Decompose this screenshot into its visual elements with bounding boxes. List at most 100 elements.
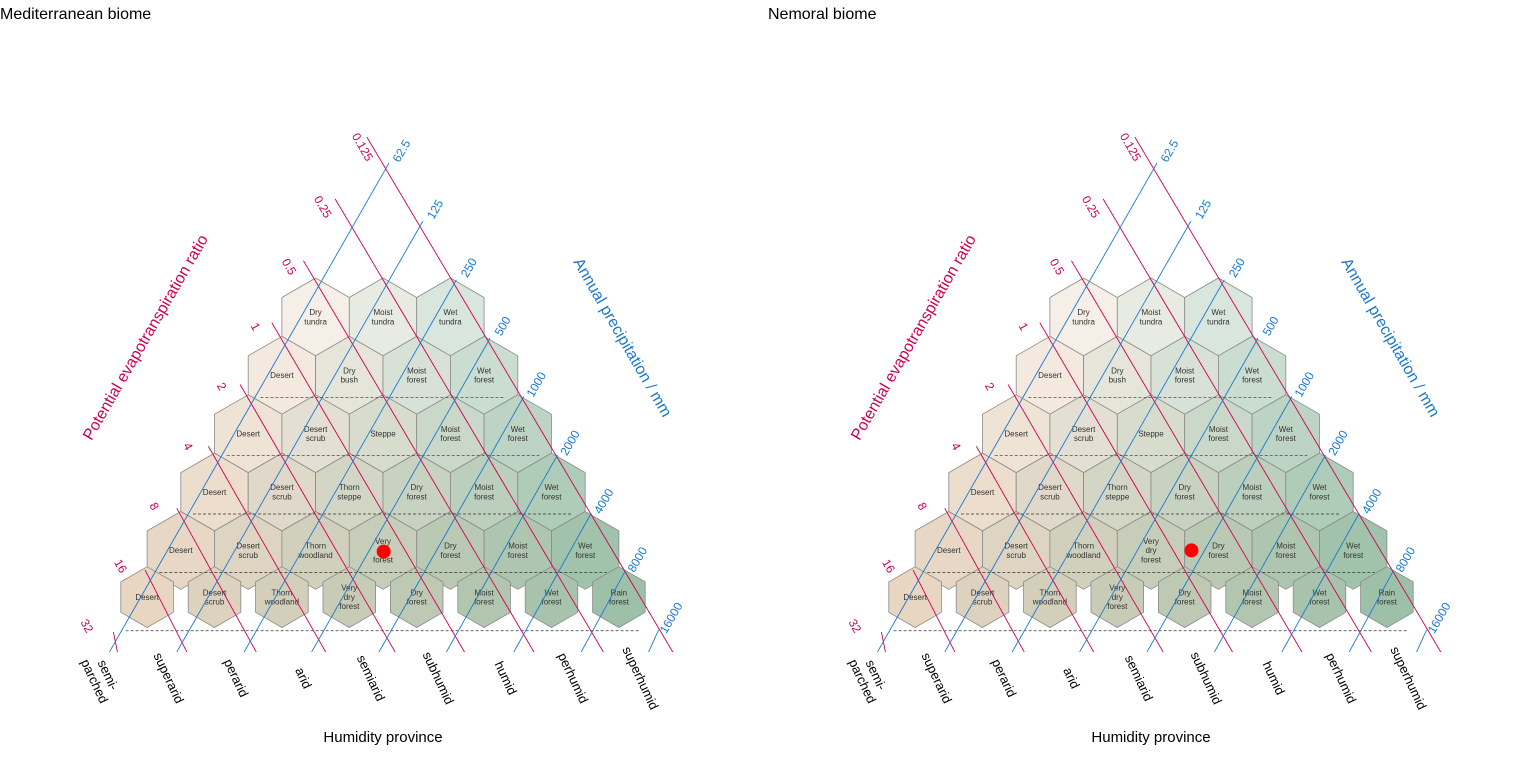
life-zone-label: Thorn woodland <box>1032 588 1067 606</box>
life-zone-label: Desert <box>937 546 961 555</box>
pet-tick-label: 0.5 <box>279 256 300 278</box>
precipitation-tick-label: 4000 <box>591 486 617 516</box>
life-zone-label: Desert <box>1004 429 1028 438</box>
life-zone-label: Desert <box>903 593 927 602</box>
precipitation-tick-label: 1000 <box>524 369 550 399</box>
life-zone-label: Moist forest <box>1208 425 1229 443</box>
pet-tick-label: 0.125 <box>1117 130 1144 163</box>
life-zone: Wet forest <box>524 566 579 628</box>
life-zone: Dry forest <box>389 566 444 628</box>
life-zone: Thorn woodland <box>1023 566 1077 628</box>
precipitation-tick-label: 250 <box>1226 255 1248 280</box>
site-point <box>1184 543 1199 558</box>
precipitation-tick-label: 125 <box>1192 197 1214 222</box>
pet-ratio-line <box>366 136 674 653</box>
pet-ratio-line <box>176 507 257 653</box>
gridlines <box>877 136 1442 653</box>
life-zone-label: Wet forest <box>1309 588 1330 606</box>
life-zone-label: Thorn woodland <box>264 588 299 606</box>
life-zone-label: Thorn steppe <box>1105 483 1130 501</box>
precipitation-tick-label: 16000 <box>1425 600 1454 636</box>
life-zone-label: Wet forest <box>541 588 562 606</box>
precipitation-tick-label: 2000 <box>1325 428 1351 458</box>
precipitation-line <box>580 571 626 653</box>
life-zone: Desert scrub <box>955 566 1010 628</box>
life-zone: Wet forest <box>517 452 586 532</box>
life-zone-label: Wet forest <box>1242 366 1263 384</box>
precipitation-axis-title: Annual precipitation / mm <box>569 255 674 420</box>
pet-ratio-line <box>944 507 1025 653</box>
humidity-province-label: arid <box>1060 665 1083 691</box>
pet-tick-label: 32 <box>77 617 96 636</box>
life-zone-label: Desert scrub <box>1004 542 1028 560</box>
gridlines <box>109 136 674 653</box>
holdridge-diagram: Dry tundra Moist tundra Wet tundra Desert Dry bu… <box>845 130 1454 746</box>
life-zone: Desert <box>888 566 942 628</box>
precipitation-tick-label: 500 <box>1260 314 1282 339</box>
humidity-axis-title: Humidity province <box>1091 729 1210 746</box>
precipitation-line <box>1281 513 1360 653</box>
life-zone-label: Dry forest <box>407 483 428 501</box>
life-zone-label: Moist forest <box>440 425 461 443</box>
life-zone-label: Wet tundra <box>439 308 462 326</box>
life-zone-label: Moist forest <box>1276 542 1297 560</box>
humidity-province-label: superarid <box>919 650 956 705</box>
precipitation-tick-label: 8000 <box>625 544 651 574</box>
life-zone-label: Desert scrub <box>203 588 227 606</box>
precipitation-line <box>1416 629 1428 653</box>
pet-ratio-line <box>208 446 327 653</box>
precipitation-axis-title: Annual precipitation / mm <box>1337 255 1442 420</box>
pet-ratio-line <box>1134 136 1442 653</box>
life-zone-label: Wet tundra <box>1207 308 1230 326</box>
life-zone: Rain forest <box>1360 566 1414 628</box>
pet-tick-label: 0.25 <box>1079 193 1103 221</box>
humidity-province-label: superhumid <box>1387 644 1429 712</box>
pet-ratio-line <box>1039 322 1233 653</box>
life-zone-label: Dry forest <box>1175 588 1196 606</box>
precipitation-line <box>944 221 1192 653</box>
humidity-province-label: humid <box>491 659 520 697</box>
life-zone-label: Desert <box>1038 371 1062 380</box>
humidity-axis-title: Humidity province <box>323 729 442 746</box>
pet-axis-title: Potential evapotranspiration ratio <box>848 232 980 443</box>
pet-tick-label: 0.125 <box>349 130 376 163</box>
precipitation-line <box>513 513 592 653</box>
life-zone-label: Desert <box>203 488 227 497</box>
pet-ratio-line <box>912 569 956 653</box>
pet-tick-label: 8 <box>915 500 931 513</box>
precipitation-line <box>1079 337 1259 653</box>
life-zone-label: Desert <box>169 546 193 555</box>
precipitation-line <box>1146 396 1293 653</box>
life-zone-label: Rain forest <box>1377 588 1398 606</box>
life-zone-label: Moist forest <box>1242 483 1263 501</box>
panel-nemoral: Nemoral biome Dry tundra Moist tundra Wet tun… <box>768 0 1536 768</box>
life-zone-label: Desert scrub <box>270 483 294 501</box>
life-zone-label: Wet forest <box>474 366 495 384</box>
humidity-province-label: semiarid <box>1122 653 1156 704</box>
pet-tick-label: 1 <box>1016 320 1032 333</box>
life-zone-label: Dry tundra <box>1072 308 1095 326</box>
life-zone-label: Wet forest <box>541 483 562 501</box>
pet-axis-title: Potential evapotranspiration ratio <box>80 232 212 443</box>
life-zone-label: Moist forest <box>508 542 529 560</box>
panel-mediterranean: Mediterranean biome Dry tundra Moist tundra… <box>0 6 686 746</box>
life-zone-label: Dry tundra <box>304 308 327 326</box>
precipitation-tick-label: 125 <box>424 197 446 222</box>
life-zone-label: Thorn steppe <box>337 483 362 501</box>
life-zone-label: Moist forest <box>474 588 495 606</box>
pet-tick-label: 32 <box>845 617 864 636</box>
precipitation-line <box>176 221 424 653</box>
precipitation-tick-label: 1000 <box>1292 369 1318 399</box>
pet-tick-label: 16 <box>879 557 898 576</box>
life-zone-label: Steppe <box>1138 429 1164 438</box>
life-zone-label: Wet forest <box>1343 542 1364 560</box>
pet-tick-label: 0.25 <box>311 193 335 221</box>
life-zone-label: Dry forest <box>1208 542 1229 560</box>
humidity-province-label: humid <box>1259 659 1288 697</box>
humidity-province-label: semi-parched <box>78 650 125 705</box>
precipitation-line <box>1214 454 1326 653</box>
